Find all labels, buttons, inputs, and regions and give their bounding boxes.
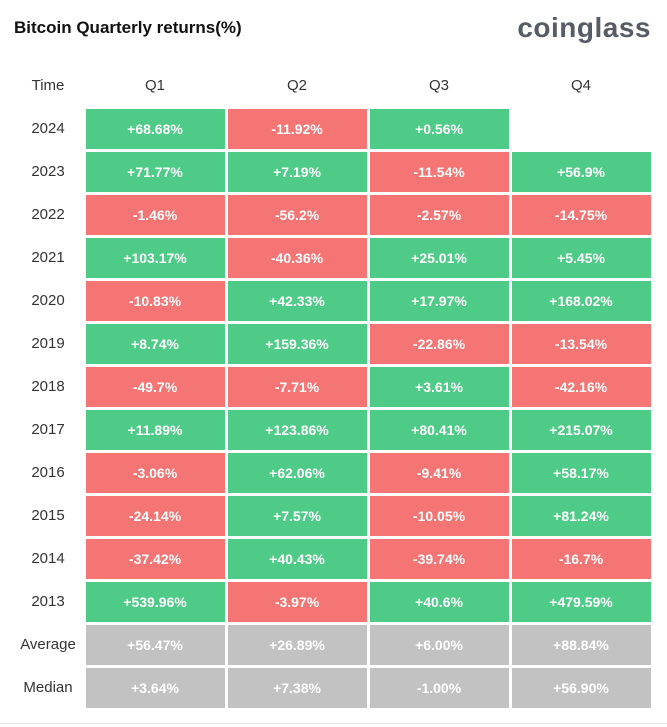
- column-header-q3: Q3: [428, 77, 449, 94]
- return-cell: -10.05%: [369, 495, 509, 536]
- summary-row-label: Median: [23, 679, 73, 696]
- year-label: 2015: [31, 507, 65, 524]
- year-label: 2013: [31, 593, 65, 610]
- year-label: 2017: [31, 421, 65, 438]
- column-header-q2: Q2: [286, 77, 307, 94]
- return-cell: +71.77%: [85, 151, 225, 192]
- return-cell: +56.9%: [511, 151, 651, 192]
- return-cell: -16.7%: [511, 538, 651, 579]
- return-cell: -10.83%: [85, 280, 225, 321]
- column-header-q4: Q4: [570, 77, 591, 94]
- return-cell: -49.7%: [85, 366, 225, 407]
- return-cell: -9.41%: [369, 452, 509, 493]
- return-cell: -1.46%: [85, 194, 225, 235]
- summary-cell: +56.90%: [511, 667, 651, 708]
- return-cell: +479.59%: [511, 581, 651, 622]
- return-cell: +0.56%: [369, 108, 509, 149]
- return-cell: -11.54%: [369, 151, 509, 192]
- return-cell: +168.02%: [511, 280, 651, 321]
- year-label: 2014: [31, 550, 65, 567]
- summary-row-label: Average: [20, 636, 76, 653]
- returns-table: Time Q1 Q2 Q3 Q4 2024 +68.68% -11.92% +0.56…: [12, 64, 652, 709]
- return-cell: +539.96%: [85, 581, 225, 622]
- year-label: 2023: [31, 163, 65, 180]
- return-cell: +81.24%: [511, 495, 651, 536]
- return-cell: +5.45%: [511, 237, 651, 278]
- return-cell: +62.06%: [227, 452, 367, 493]
- summary-cell: +3.64%: [85, 667, 225, 708]
- bottom-divider: [0, 723, 667, 724]
- return-cell: -39.74%: [369, 538, 509, 579]
- return-cell: +40.6%: [369, 581, 509, 622]
- summary-cell: +7.38%: [227, 667, 367, 708]
- summary-cell: +6.00%: [369, 624, 509, 665]
- return-cell: -3.97%: [227, 581, 367, 622]
- column-header-q1: Q1: [144, 77, 165, 94]
- chart-title: Bitcoin Quarterly returns(%): [14, 18, 242, 37]
- return-cell: +80.41%: [369, 409, 509, 450]
- return-cell: +40.43%: [227, 538, 367, 579]
- column-header-time: Time: [31, 77, 65, 94]
- return-cell: -3.06%: [85, 452, 225, 493]
- return-cell: +3.61%: [369, 366, 509, 407]
- return-cell: +103.17%: [85, 237, 225, 278]
- return-cell: +25.01%: [369, 237, 509, 278]
- year-label: 2021: [31, 249, 65, 266]
- return-cell: +7.57%: [227, 495, 367, 536]
- summary-cell: +56.47%: [85, 624, 225, 665]
- return-cell: +123.86%: [227, 409, 367, 450]
- return-cell: -2.57%: [369, 194, 509, 235]
- summary-cell: +88.84%: [511, 624, 651, 665]
- return-cell: +8.74%: [85, 323, 225, 364]
- summary-cell: -1.00%: [369, 667, 509, 708]
- return-cell: -37.42%: [85, 538, 225, 579]
- year-label: 2020: [31, 292, 65, 309]
- return-cell: -13.54%: [511, 323, 651, 364]
- return-cell: [512, 109, 651, 149]
- return-cell: +68.68%: [85, 108, 225, 149]
- return-cell: -11.92%: [227, 108, 367, 149]
- return-cell: +11.89%: [85, 409, 225, 450]
- return-cell: +17.97%: [369, 280, 509, 321]
- year-label: 2019: [31, 335, 65, 352]
- return-cell: +42.33%: [227, 280, 367, 321]
- year-label: 2022: [31, 206, 65, 223]
- return-cell: -56.2%: [227, 194, 367, 235]
- return-cell: -22.86%: [369, 323, 509, 364]
- return-cell: +215.07%: [511, 409, 651, 450]
- return-cell: +159.36%: [227, 323, 367, 364]
- return-cell: -40.36%: [227, 237, 367, 278]
- year-label: 2024: [31, 120, 65, 137]
- return-cell: +58.17%: [511, 452, 651, 493]
- return-cell: -24.14%: [85, 495, 225, 536]
- return-cell: -42.16%: [511, 366, 651, 407]
- return-cell: -14.75%: [511, 194, 651, 235]
- return-cell: -7.71%: [227, 366, 367, 407]
- summary-cell: +26.89%: [227, 624, 367, 665]
- return-cell: +7.19%: [227, 151, 367, 192]
- year-label: 2016: [31, 464, 65, 481]
- year-label: 2018: [31, 378, 65, 395]
- brand-logo: coinglass: [517, 12, 651, 43]
